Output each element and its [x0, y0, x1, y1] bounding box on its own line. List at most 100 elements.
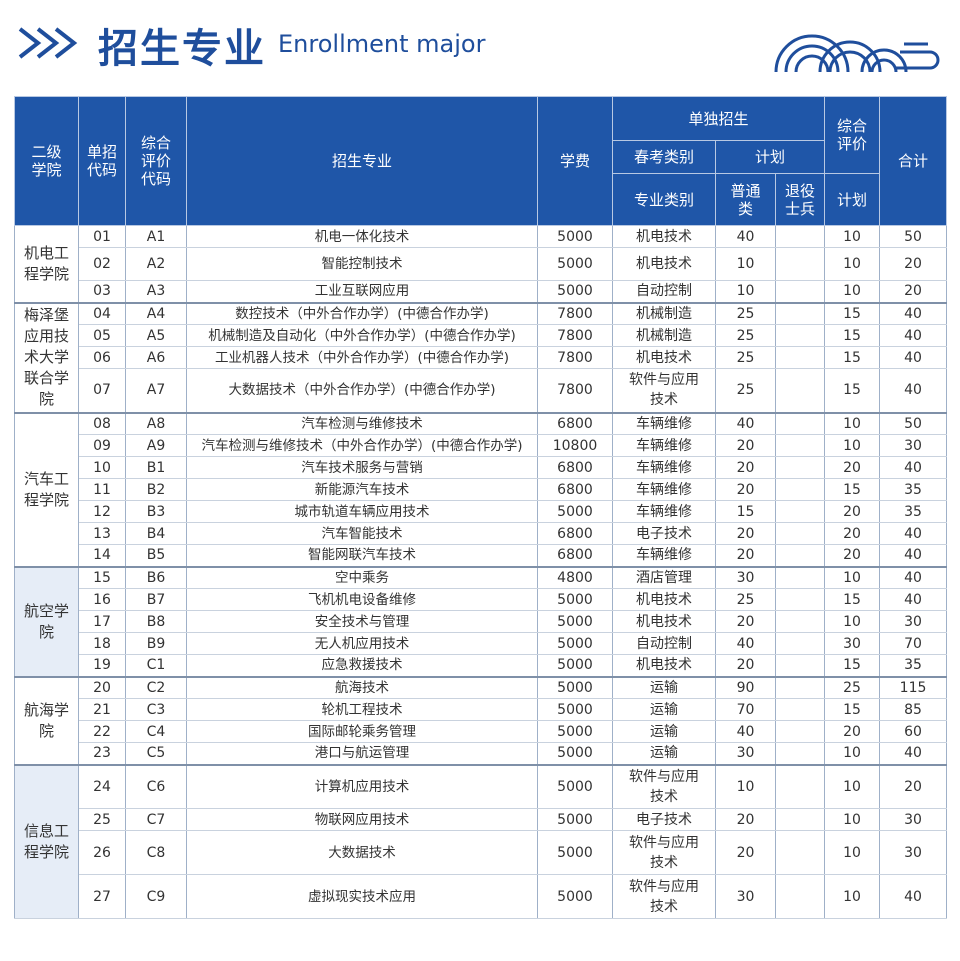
code-cell: 25 — [78, 808, 126, 831]
page-subtitle: Enrollment major — [278, 30, 486, 58]
major-type-cell: 软件与应用技术 — [612, 874, 716, 919]
eval-code-cell: A2 — [125, 247, 187, 281]
eval-plan-cell: 10 — [824, 610, 881, 633]
veteran-plan-cell — [774, 280, 826, 303]
major-type-cell: 软件与应用技术 — [612, 830, 716, 875]
total-cell: 50 — [879, 411, 948, 435]
major-type-cell: 车辆维修 — [612, 456, 716, 479]
regular-plan-cell: 20 — [715, 478, 776, 501]
total-cell: 40 — [879, 742, 948, 765]
veteran-plan-cell — [774, 565, 826, 589]
major-cell: 国际邮轮乘务管理 — [186, 720, 538, 743]
total-cell: 40 — [879, 544, 948, 567]
eval-plan-cell: 10 — [824, 830, 881, 875]
table-row: 航海学院 20 C2 航海技术 5000 运输 90 25 115 — [14, 675, 948, 765]
veteran-plan-cell — [774, 742, 826, 765]
total-cell: 30 — [879, 830, 948, 875]
major-type-cell: 运输 — [612, 742, 716, 765]
fee-cell: 5000 — [537, 247, 613, 281]
fee-cell: 5000 — [537, 808, 613, 831]
total-cell: 40 — [879, 588, 948, 611]
table-row: 机电工程学院 01 A1 机电一体化技术 5000 机电技术 40 10 50 — [14, 225, 948, 303]
major-type-cell: 酒店管理 — [612, 565, 716, 589]
fee-cell: 5000 — [537, 280, 613, 303]
major-cell: 大数据技术（中外合作办学）(中德合作办学) — [186, 368, 538, 413]
fee-cell: 6800 — [537, 522, 613, 545]
eval-plan-cell: 25 — [824, 675, 881, 699]
page-title: 招生专业 — [98, 26, 266, 72]
eval-code-cell: B3 — [125, 500, 187, 523]
table-row: 05 A5 机械制造及自动化（中外合作办学）(中德合作办学) 7800 机械制造 25 15… — [15, 324, 948, 347]
regular-plan-cell: 40 — [715, 720, 776, 743]
col-header-fee: 学费 — [537, 96, 613, 226]
fee-cell: 5000 — [537, 500, 613, 523]
veteran-plan-cell — [774, 247, 826, 281]
table-row: 19 C1 应急救援技术 5000 机电技术 20 15 35 — [15, 654, 948, 677]
regular-plan-cell: 90 — [715, 675, 776, 699]
fee-cell: 5000 — [537, 675, 613, 699]
eval-plan-cell: 15 — [824, 478, 881, 501]
eval-code-cell: C3 — [125, 698, 187, 721]
regular-plan-cell: 20 — [715, 434, 776, 457]
code-cell: 07 — [78, 368, 126, 413]
eval-plan-cell: 20 — [824, 500, 881, 523]
table-row: 02 A2 智能控制技术 5000 机电技术 10 10 20 — [15, 247, 948, 281]
fee-cell: 6800 — [537, 544, 613, 567]
veteran-plan-cell — [774, 874, 826, 919]
fee-cell: 7800 — [537, 368, 613, 413]
code-cell: 19 — [78, 654, 126, 677]
fee-cell: 7800 — [537, 301, 613, 325]
major-cell: 应急救援技术 — [186, 654, 538, 677]
eval-code-cell: C6 — [125, 763, 187, 809]
table-row: 汽车工程学院 08 A8 汽车检测与维修技术 6800 车辆维修 40 10 50 — [14, 411, 948, 567]
regular-plan-cell: 40 — [715, 411, 776, 435]
veteran-plan-cell — [774, 411, 826, 435]
eval-plan-cell: 15 — [824, 654, 881, 677]
table-row: 14 B5 智能网联汽车技术 6800 车辆维修 20 20 40 — [15, 544, 948, 567]
eval-plan-cell: 10 — [824, 742, 881, 765]
code-cell: 18 — [78, 632, 126, 655]
table-row: 06 A6 工业机器人技术（中外合作办学）(中德合作办学) 7800 机电技术 25 15 4… — [15, 346, 948, 369]
regular-plan-cell: 20 — [715, 830, 776, 875]
regular-plan-cell: 15 — [715, 500, 776, 523]
major-type-cell: 自动控制 — [612, 280, 716, 303]
table-row: 23 C5 港口与航运管理 5000 运输 30 10 40 — [15, 742, 948, 765]
col-header-eval: 综合评价 — [824, 96, 881, 174]
major-cell: 航海技术 — [186, 675, 538, 699]
col-header-major: 招生专业 — [186, 96, 538, 226]
eval-plan-cell: 10 — [824, 280, 881, 303]
col-header-independent: 单独招生 — [611, 96, 826, 141]
total-cell: 40 — [879, 324, 948, 347]
major-cell: 飞机机电设备维修 — [186, 588, 538, 611]
major-cell: 汽车检测与维修技术 — [186, 411, 538, 435]
table-row: 25 C7 物联网应用技术 5000 电子技术 20 10 30 — [15, 808, 948, 831]
total-cell: 20 — [879, 280, 948, 303]
total-cell: 40 — [879, 456, 948, 479]
total-cell: 35 — [879, 478, 948, 501]
major-cell: 无人机应用技术 — [186, 632, 538, 655]
eval-plan-cell: 10 — [824, 565, 881, 589]
major-cell: 安全技术与管理 — [186, 610, 538, 633]
code-cell: 27 — [78, 874, 126, 919]
eval-plan-cell: 30 — [824, 632, 881, 655]
code-cell: 08 — [78, 411, 126, 435]
total-cell: 20 — [879, 247, 948, 281]
veteran-plan-cell — [774, 720, 826, 743]
fee-cell: 6800 — [537, 456, 613, 479]
col-header-eval-code: 综合评价代码 — [125, 96, 187, 226]
total-cell: 40 — [879, 522, 948, 545]
major-cell: 智能控制技术 — [186, 247, 538, 281]
major-type-cell: 机电技术 — [612, 247, 716, 281]
major-cell: 物联网应用技术 — [186, 808, 538, 831]
table-row: 18 B9 无人机应用技术 5000 自动控制 40 30 70 — [15, 632, 948, 655]
total-cell: 50 — [879, 225, 948, 248]
regular-plan-cell: 20 — [715, 654, 776, 677]
regular-plan-cell: 10 — [715, 247, 776, 281]
major-cell: 工业互联网应用 — [186, 280, 538, 303]
regular-plan-cell: 25 — [715, 324, 776, 347]
eval-plan-cell: 15 — [824, 324, 881, 347]
code-cell: 23 — [78, 742, 126, 765]
eval-plan-cell: 15 — [824, 346, 881, 369]
major-cell: 港口与航运管理 — [186, 742, 538, 765]
dept-cell: 航空学院 — [14, 565, 79, 677]
